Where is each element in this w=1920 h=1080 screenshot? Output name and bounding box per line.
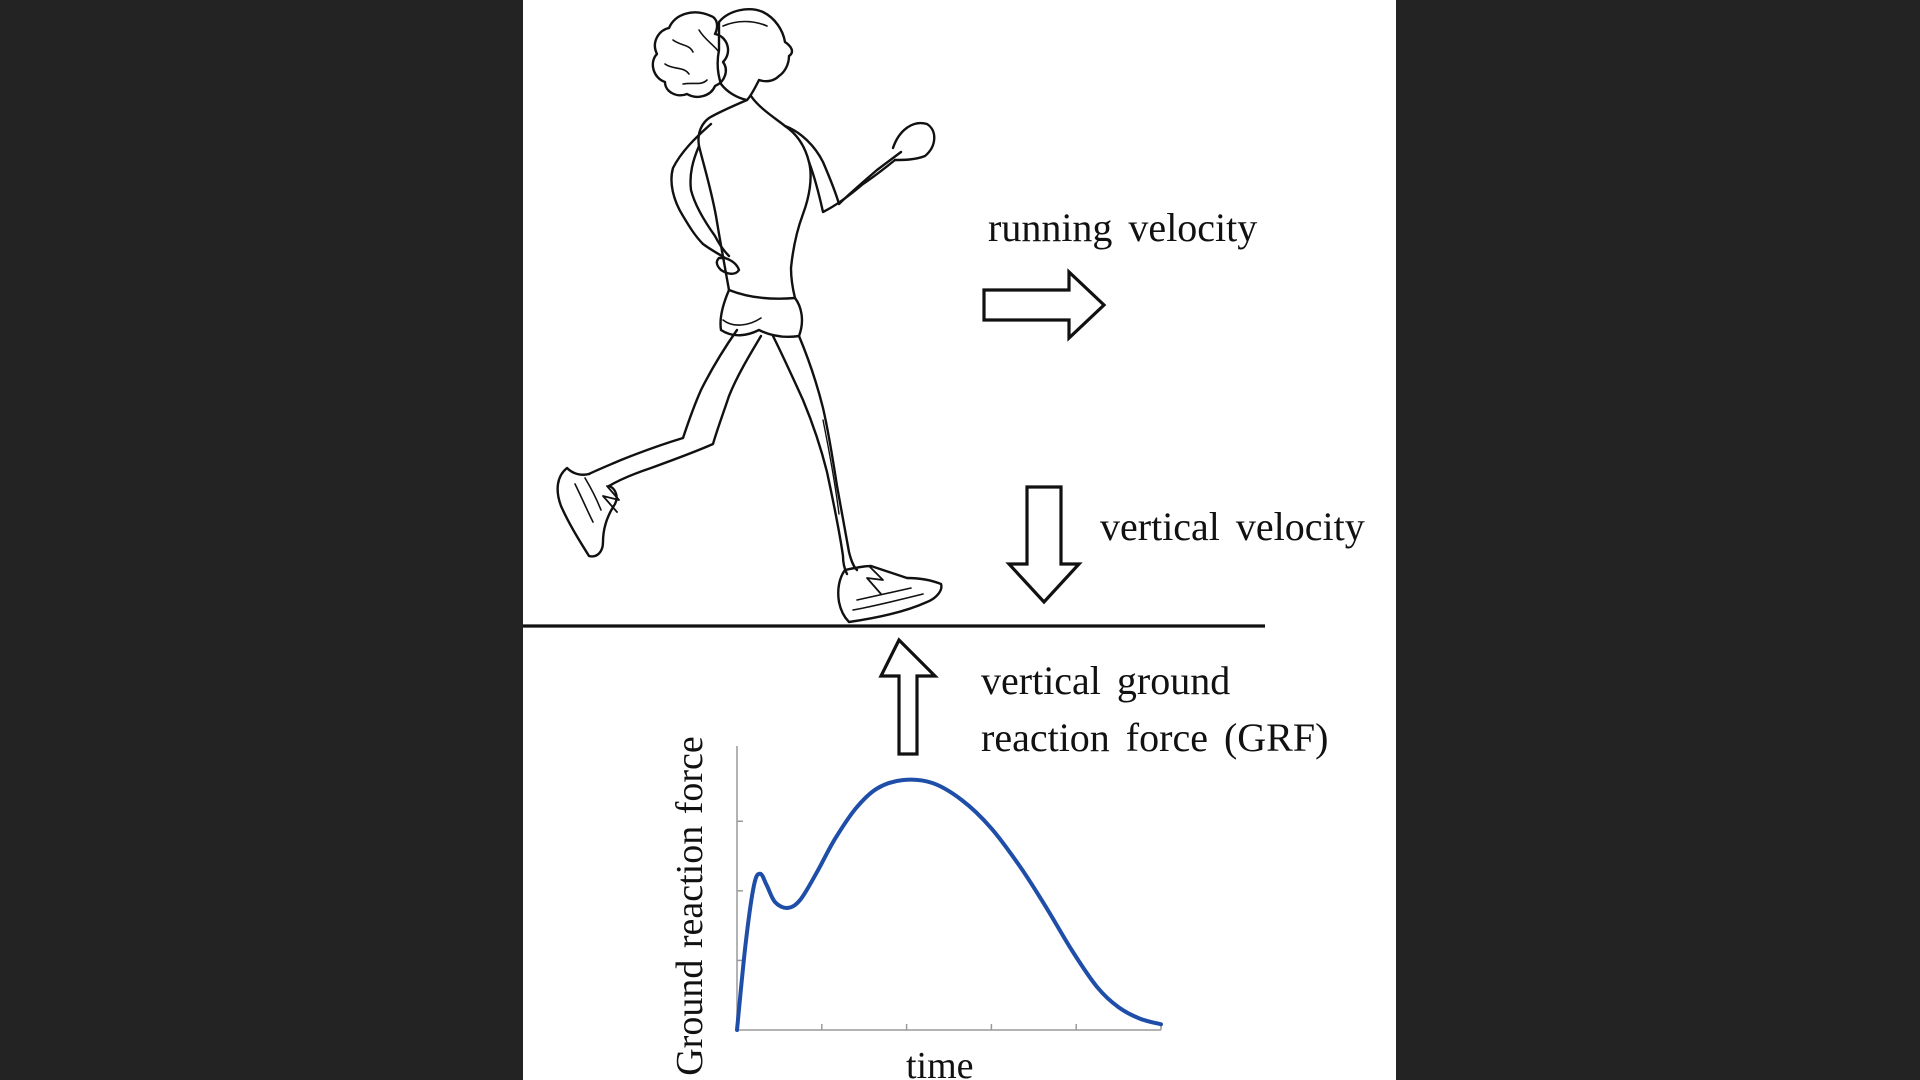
grf-arrow-icon — [878, 637, 939, 756]
runner-front-arm-icon — [783, 124, 903, 206]
chart-x-axis-label: time — [906, 1045, 974, 1080]
chart-series-grf-line — [735, 777, 1163, 1032]
runner-front-leg-icon — [771, 334, 849, 576]
runner-illustration — [556, 8, 943, 624]
running-velocity-arrow-icon — [982, 268, 1107, 342]
runner-torso-icon — [749, 94, 812, 300]
runner-shorts-icon — [719, 288, 804, 338]
chart-x-ticks — [821, 1024, 1162, 1030]
chart-y-axis-label: Ground reaction force — [669, 736, 711, 1076]
scene-canvas — [523, 8, 1265, 1032]
vertical-velocity-label: vertical velocity — [1100, 504, 1365, 549]
vertical-velocity-arrow-icon — [1005, 485, 1083, 605]
figure-panel: running velocity vertical velocity verti… — [523, 0, 1396, 1080]
runner-back-arm-icon — [670, 122, 727, 260]
runner-hair-icon — [651, 11, 730, 98]
chart-y-ticks — [737, 820, 743, 962]
runner-back-leg-icon — [587, 328, 739, 476]
running-velocity-label: running velocity — [988, 205, 1258, 250]
grf-label-line-2: reaction force (GRF) — [981, 715, 1329, 760]
grf-chart — [735, 746, 1163, 1032]
grf-label-line-1: vertical ground — [981, 658, 1231, 703]
runner-back-shoe-icon — [556, 466, 618, 558]
runner-front-shoe-icon — [837, 564, 943, 624]
runner-head-icon — [716, 8, 794, 102]
